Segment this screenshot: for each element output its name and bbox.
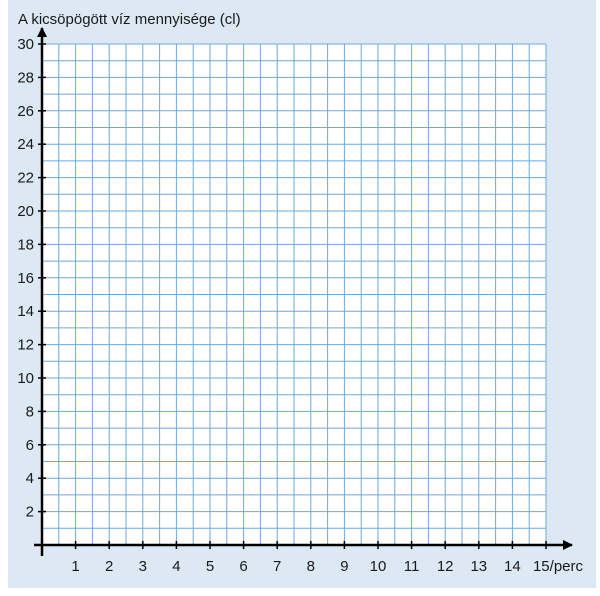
y-axis-title: A kicsöpögött víz mennyisége (cl) (18, 11, 241, 28)
x-tick-label: 12 (437, 558, 454, 575)
x-tick-label: 6 (239, 558, 247, 575)
x-tick-label: 13 (470, 558, 487, 575)
x-tick-label: 10 (370, 558, 387, 575)
y-tick-label: 8 (26, 403, 34, 420)
x-tick-label: 7 (273, 558, 281, 575)
y-tick-label: 14 (17, 303, 34, 320)
x-tick-label: 9 (340, 558, 348, 575)
axes (34, 27, 573, 556)
y-tick-label: 6 (26, 437, 34, 454)
y-tick-label: 2 (26, 504, 34, 521)
x-tick-label: 11 (404, 558, 420, 575)
y-tick-label: 16 (17, 270, 34, 287)
y-tick-label: 4 (26, 470, 34, 487)
x-tick-label: 4 (172, 558, 180, 575)
x-tick-label: 2 (105, 558, 113, 575)
y-tick-label: 22 (17, 170, 34, 187)
grid (42, 43, 547, 545)
x-tick-label: 1 (71, 558, 79, 575)
y-tick-label: 26 (17, 103, 34, 120)
y-tick-label: 12 (17, 337, 34, 354)
ticks: 1 2 3 4 5 6 7 8 9 10 11 12 13 14 15/perc24681012141618… (17, 36, 583, 575)
y-tick-label: 18 (17, 236, 34, 253)
y-tick-label: 28 (17, 69, 34, 86)
x-tick-label: 8 (307, 558, 315, 575)
x-tick-label: 5 (206, 558, 214, 575)
y-tick-label: 30 (17, 36, 34, 53)
x-tick-label: 15/perc (533, 558, 584, 575)
y-tick-label: 20 (17, 203, 34, 220)
y-tick-label: 10 (17, 370, 34, 387)
x-tick-label: 14 (504, 558, 521, 575)
y-tick-label: 24 (17, 136, 34, 153)
x-tick-label: 3 (139, 558, 147, 575)
